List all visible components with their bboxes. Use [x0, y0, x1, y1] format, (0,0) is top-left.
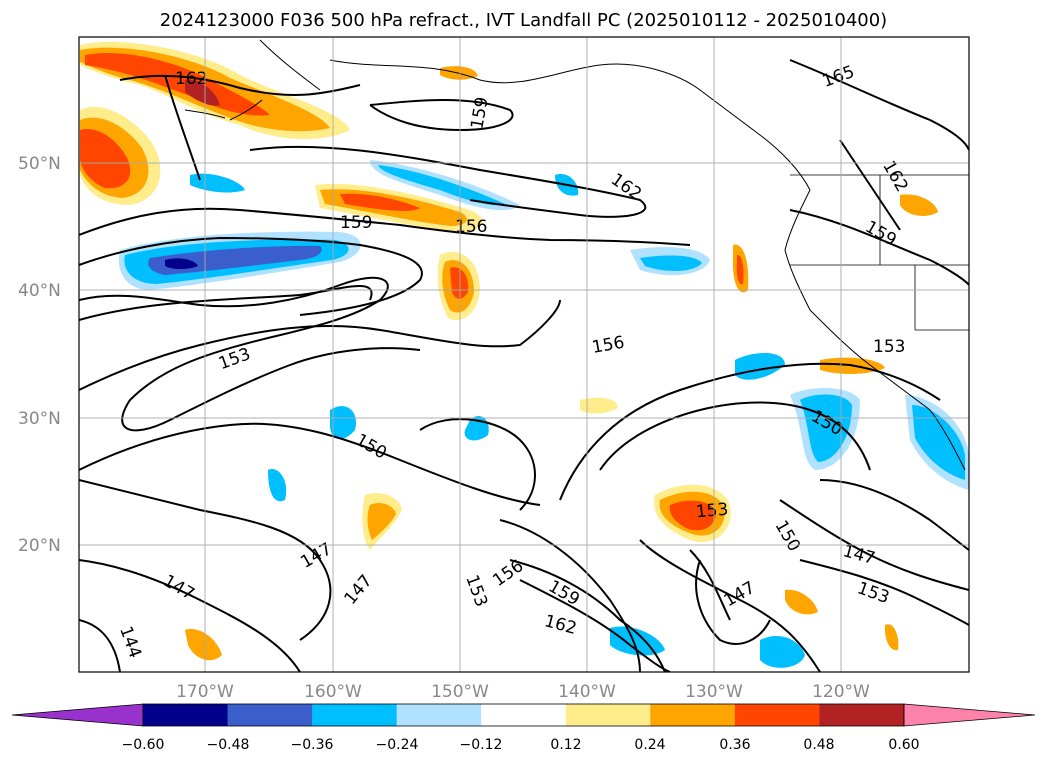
contour-label: 153 [873, 337, 905, 357]
colorbar-extend-low [11, 703, 144, 727]
colorbar-segment [227, 704, 313, 726]
lon-label: 170°W [176, 682, 234, 702]
lon-label: 140°W [558, 682, 616, 702]
colorbar-tick: 0.24 [634, 737, 665, 753]
longitude-labels: 170°W 160°W 150°W 140°W 130°W 120°W [176, 682, 870, 702]
colorbar-segment [143, 704, 229, 726]
lon-label: 130°W [685, 682, 743, 702]
lon-label: 160°W [304, 682, 362, 702]
colorbar-tick: −0.24 [376, 737, 419, 753]
colorbar-segment [396, 704, 482, 726]
colorbar-tick: 0.12 [550, 737, 581, 753]
colorbar-segment [650, 704, 736, 726]
map-area: 162 159 165 162 162 159 159 156 156 153 … [78, 36, 970, 673]
colorbar-segment [565, 704, 651, 726]
colorbar-tick: −0.60 [122, 737, 165, 753]
colorbar [11, 703, 1036, 727]
colorbar-ticks: −0.60 −0.48 −0.36 −0.24 −0.12 0.12 0.24 … [122, 737, 920, 753]
colorbar-tick: −0.36 [291, 737, 334, 753]
contour-label: 159 [340, 213, 372, 233]
colorbar-segment [312, 704, 398, 726]
colorbar-tick: 0.60 [888, 737, 919, 753]
contour-label: 162 [175, 69, 207, 89]
colorbar-segment [481, 704, 567, 726]
lat-label: 30°N [18, 409, 61, 429]
colorbar-tick: 0.36 [719, 737, 750, 753]
colorbar-frame [142, 703, 905, 727]
lat-label: 20°N [18, 536, 61, 556]
contours [79, 59, 969, 672]
colorbar-extend-high [903, 703, 1036, 727]
lon-label: 120°W [812, 682, 870, 702]
lat-label: 40°N [18, 281, 61, 301]
lon-label: 150°W [431, 682, 489, 702]
graticule [79, 37, 969, 672]
map-title: 2024123000 F036 500 hPa refract., IVT La… [159, 10, 888, 31]
map-frame [78, 36, 970, 673]
latitude-labels: 50°N 40°N 30°N 20°N [18, 154, 61, 556]
colorbar-segment [819, 704, 905, 726]
shaded-field [80, 41, 969, 668]
colorbar-tick: −0.12 [460, 737, 503, 753]
contour-label: 153 [695, 500, 729, 523]
lat-label: 50°N [18, 154, 61, 174]
contour-label: 156 [455, 217, 487, 237]
colorbar-tick: 0.48 [803, 737, 834, 753]
colorbar-segment [734, 704, 820, 726]
colorbar-tick: −0.48 [207, 737, 250, 753]
